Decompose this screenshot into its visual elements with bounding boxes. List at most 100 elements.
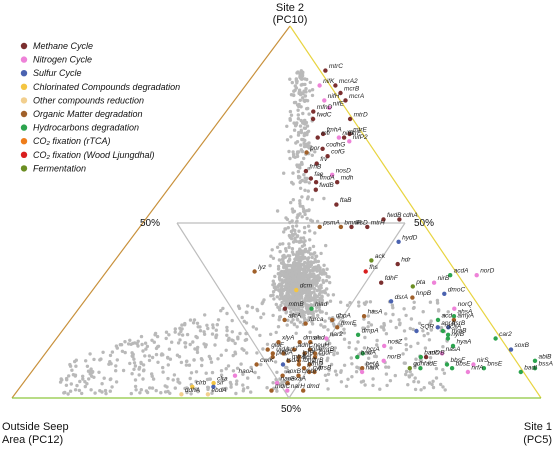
gene-label: cofG bbox=[331, 149, 345, 156]
background-point bbox=[317, 292, 321, 297]
background-point bbox=[198, 329, 203, 333]
background-point bbox=[297, 297, 301, 302]
background-point bbox=[238, 331, 242, 336]
background-point bbox=[339, 369, 343, 373]
point-hasA bbox=[361, 314, 367, 319]
point-lptB bbox=[296, 354, 302, 360]
legend-marker bbox=[20, 56, 28, 63]
top-vertex-label-line2: (PC10) bbox=[273, 14, 308, 26]
background-point bbox=[305, 216, 309, 221]
gene-label: SQR bbox=[420, 324, 434, 331]
gene-label: norB bbox=[387, 353, 401, 360]
point-dmpA bbox=[355, 332, 361, 337]
point-arsB bbox=[312, 369, 317, 375]
point-dcaA bbox=[440, 328, 446, 334]
background-point bbox=[134, 388, 138, 392]
point-neuH bbox=[307, 347, 313, 352]
background-point bbox=[311, 260, 316, 265]
background-point bbox=[307, 166, 311, 171]
background-point bbox=[92, 357, 96, 362]
background-point bbox=[296, 113, 300, 117]
background-point bbox=[303, 126, 308, 130]
category-points bbox=[179, 68, 538, 397]
background-point bbox=[299, 128, 303, 132]
background-point bbox=[284, 311, 288, 315]
background-point bbox=[313, 293, 317, 297]
background-point bbox=[306, 250, 310, 254]
point-dbpA bbox=[330, 317, 335, 323]
gene-label: cgdF bbox=[319, 350, 334, 357]
background-point bbox=[224, 348, 228, 352]
gene-label: dmoC bbox=[448, 286, 466, 293]
gene-label: nyaB bbox=[452, 327, 467, 334]
point-furca bbox=[303, 321, 308, 326]
point-hnpB bbox=[410, 295, 415, 300]
background-point bbox=[337, 316, 341, 320]
background-point bbox=[345, 303, 350, 307]
background-point bbox=[209, 360, 214, 364]
point-nar2 bbox=[324, 336, 329, 341]
background-point bbox=[374, 354, 378, 359]
background-point bbox=[287, 377, 291, 381]
gene-label: uidA bbox=[276, 346, 289, 353]
gene-label: mtnB bbox=[289, 301, 305, 308]
background-point bbox=[236, 337, 240, 341]
background-point bbox=[251, 325, 255, 329]
background-point bbox=[314, 254, 318, 259]
bottom-edge-percent: 50% bbox=[281, 404, 301, 415]
background-point bbox=[226, 364, 231, 368]
background-point bbox=[286, 226, 290, 230]
background-point bbox=[255, 307, 259, 312]
background-point bbox=[350, 362, 354, 366]
point-nosZ bbox=[382, 343, 387, 349]
gene-label: nosZ bbox=[388, 338, 403, 345]
legend-marker bbox=[20, 83, 28, 91]
gene-label: frrB bbox=[313, 357, 324, 364]
background-point bbox=[164, 336, 168, 341]
background-point bbox=[206, 387, 210, 392]
background-point bbox=[326, 293, 330, 297]
background-point bbox=[297, 150, 301, 154]
background-point bbox=[304, 179, 308, 184]
background-point bbox=[289, 229, 294, 234]
background-point bbox=[303, 230, 307, 235]
background-point bbox=[261, 347, 265, 351]
background-point bbox=[308, 246, 312, 251]
background-point bbox=[317, 305, 321, 309]
background-point bbox=[314, 275, 318, 279]
background-point bbox=[278, 277, 282, 281]
background-point bbox=[298, 247, 302, 251]
legend-label: Chlorinated Compounds degradation bbox=[33, 82, 180, 92]
gene-label: mcrB bbox=[344, 86, 360, 93]
background-point bbox=[298, 288, 302, 293]
background-point bbox=[319, 251, 323, 256]
background-point bbox=[303, 188, 307, 192]
background-point bbox=[283, 294, 287, 299]
background-point bbox=[404, 343, 408, 347]
gene-label: xlyA bbox=[281, 335, 294, 342]
background-point bbox=[68, 364, 73, 368]
point-dcm bbox=[294, 287, 299, 293]
background-point bbox=[223, 387, 228, 391]
background-point bbox=[132, 361, 137, 365]
background-point bbox=[202, 342, 206, 346]
background-point bbox=[382, 321, 386, 326]
point-fadE bbox=[418, 366, 423, 371]
background-point bbox=[436, 309, 441, 313]
background-point bbox=[194, 379, 198, 384]
background-point bbox=[292, 154, 296, 159]
point-srfJ bbox=[281, 351, 286, 356]
background-point bbox=[302, 255, 307, 260]
background-point bbox=[172, 373, 177, 377]
point-aoxB bbox=[280, 373, 285, 378]
background-point bbox=[296, 70, 300, 74]
background-point bbox=[159, 391, 163, 395]
background-point bbox=[154, 346, 159, 351]
background-point bbox=[300, 77, 304, 81]
background-point bbox=[301, 236, 306, 240]
point-badI bbox=[518, 369, 523, 375]
point-por bbox=[304, 150, 309, 155]
point-bet bbox=[296, 358, 302, 363]
background-point bbox=[154, 352, 159, 357]
point-badD bbox=[418, 354, 423, 360]
